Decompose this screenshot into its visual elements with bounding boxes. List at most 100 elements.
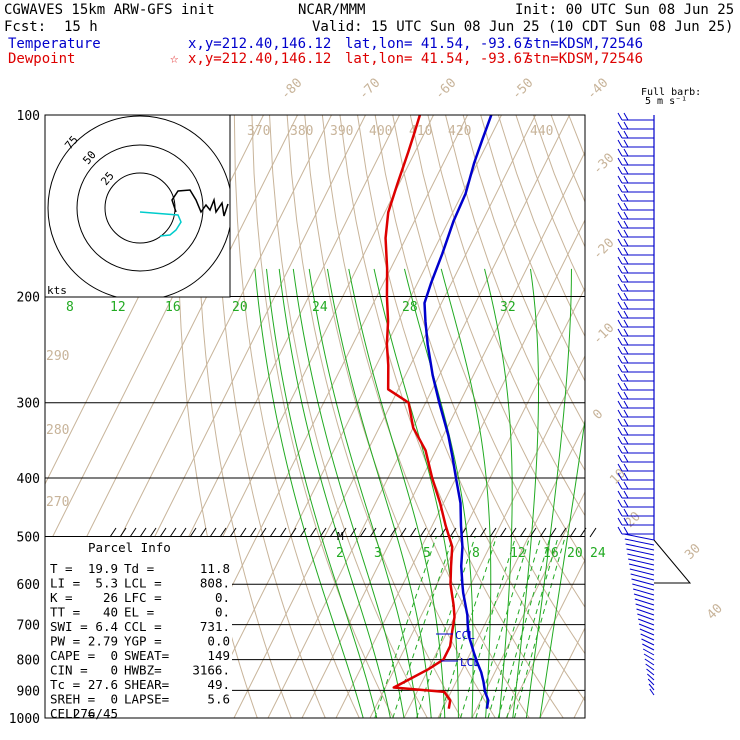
barb-shaft <box>628 558 655 566</box>
parcel-row-label2: Td = <box>124 561 154 576</box>
theta-label: 390 <box>330 124 353 139</box>
parcel-row-value2: 49. <box>207 677 230 692</box>
dry-adiabat-line <box>586 115 740 718</box>
hatch-mark <box>549 527 557 538</box>
mixing-label-lower: 2 <box>336 546 344 561</box>
isotherm-line <box>505 558 585 718</box>
hatch-mark <box>489 527 497 538</box>
isotherm-line <box>369 286 585 718</box>
parcel-row-label2: HWBZ= <box>124 663 162 678</box>
dry-adiabat-line <box>269 115 428 718</box>
pressure-label: 700 <box>17 619 40 634</box>
hatch-mark <box>349 527 357 538</box>
parcel-row-value2: 0. <box>215 590 230 605</box>
barb-flag <box>617 148 623 157</box>
hatch-mark <box>409 527 417 538</box>
legend-temperature-label: Temperature <box>8 36 101 52</box>
init-time: Init: 00 UTC Sun 08 Jun 25 <box>515 2 734 18</box>
parcel-row-value: 6.4 <box>95 619 118 634</box>
parcel-row-label2: CCL = <box>124 619 162 634</box>
dewpoint-trace <box>384 115 456 709</box>
hatch-mark <box>139 527 147 538</box>
barb-flag <box>617 418 623 427</box>
parcel-row-value2: 808. <box>200 576 230 591</box>
mixing-label-upper: 20 <box>232 300 248 315</box>
barb-flag <box>617 445 623 454</box>
barb-flag <box>617 157 623 166</box>
barb-flag <box>617 256 623 265</box>
barb-frame <box>653 539 692 584</box>
annotation-ccl: CCL <box>455 629 475 642</box>
parcel-row-label: PW = <box>50 634 80 649</box>
theta-label: 290 <box>46 349 69 364</box>
mixing-label-upper: 32 <box>500 300 516 315</box>
sounding-traces <box>384 115 493 709</box>
hatch-mark <box>519 527 527 538</box>
hatch-mark <box>259 527 267 538</box>
mixing-label-lower: 8 <box>472 546 480 561</box>
barb-shaft <box>641 638 655 646</box>
fcst-label: Fcst: <box>4 19 46 35</box>
barb-shaft <box>647 678 655 686</box>
barb-shaft <box>628 563 655 571</box>
parcel-row-label: SWI = <box>50 619 88 634</box>
barb-legend-line2: 5 m s⁻¹ <box>645 96 687 107</box>
barb-flag <box>623 130 629 139</box>
barb-flag <box>617 112 623 121</box>
moist-adiabat-line <box>326 268 432 718</box>
dry-adiabat-line <box>197 115 292 718</box>
isotherm-grid <box>45 115 585 718</box>
mixing-label-upper: 16 <box>165 300 181 315</box>
barb-shaft <box>632 583 655 591</box>
dry-adiabat-line <box>427 115 585 517</box>
barb-flag <box>617 490 623 499</box>
isotherm-label: 30 <box>682 541 704 563</box>
hatch-mark <box>509 527 517 538</box>
hatch-mark <box>499 527 507 538</box>
parcel-row-label: LI = <box>50 576 80 591</box>
hatch-mark <box>239 527 247 538</box>
mixing-label-upper: 28 <box>402 300 418 315</box>
isotherm-label: -10 <box>590 321 617 348</box>
hatch-mark <box>329 527 337 538</box>
parcel-row-label2: LCL = <box>124 576 162 591</box>
barb-flag <box>617 274 623 283</box>
barb-flag <box>617 373 623 382</box>
barb-flag <box>623 364 629 373</box>
barb-flag <box>623 238 629 247</box>
barb-shaft <box>637 618 655 626</box>
barb-shaft <box>629 568 655 576</box>
barb-shaft <box>634 598 655 606</box>
barb-shaft <box>646 668 655 676</box>
annotation-m: M <box>337 530 344 543</box>
barb-flag <box>623 472 629 481</box>
hatch-mark <box>569 527 577 538</box>
hatch-mark <box>419 527 427 538</box>
parcel-row-label: SREH = <box>50 692 95 707</box>
isotherm-line <box>335 218 585 718</box>
pressure-label: 800 <box>17 654 40 669</box>
moist-adiabat-line <box>440 268 492 718</box>
barb-shaft <box>626 548 655 556</box>
barb-shaft <box>623 533 655 541</box>
isotherm-line <box>301 150 585 718</box>
barb-flag <box>623 427 629 436</box>
mixing-ratio-line <box>487 536 542 718</box>
hatch-mark <box>379 527 387 538</box>
theta-label: 440 <box>530 124 553 139</box>
barb-flag <box>623 148 629 157</box>
temperature-trace <box>423 115 493 709</box>
barb-flag <box>617 130 623 139</box>
isotherm-line <box>403 354 585 718</box>
barb-flag <box>623 247 629 256</box>
parcel-row-value: 19.9 <box>88 561 118 576</box>
barb-flag <box>623 436 629 445</box>
barb-flag <box>617 310 623 319</box>
barb-flag <box>623 229 629 238</box>
parcel-row-label2: LAPSE= <box>124 692 169 707</box>
pressure-label: 600 <box>17 578 40 593</box>
hatch-mark <box>199 527 207 538</box>
moist-adiabat-line <box>292 268 405 718</box>
parcel-row-value: 5.3 <box>95 576 118 591</box>
barb-flag <box>617 526 623 535</box>
